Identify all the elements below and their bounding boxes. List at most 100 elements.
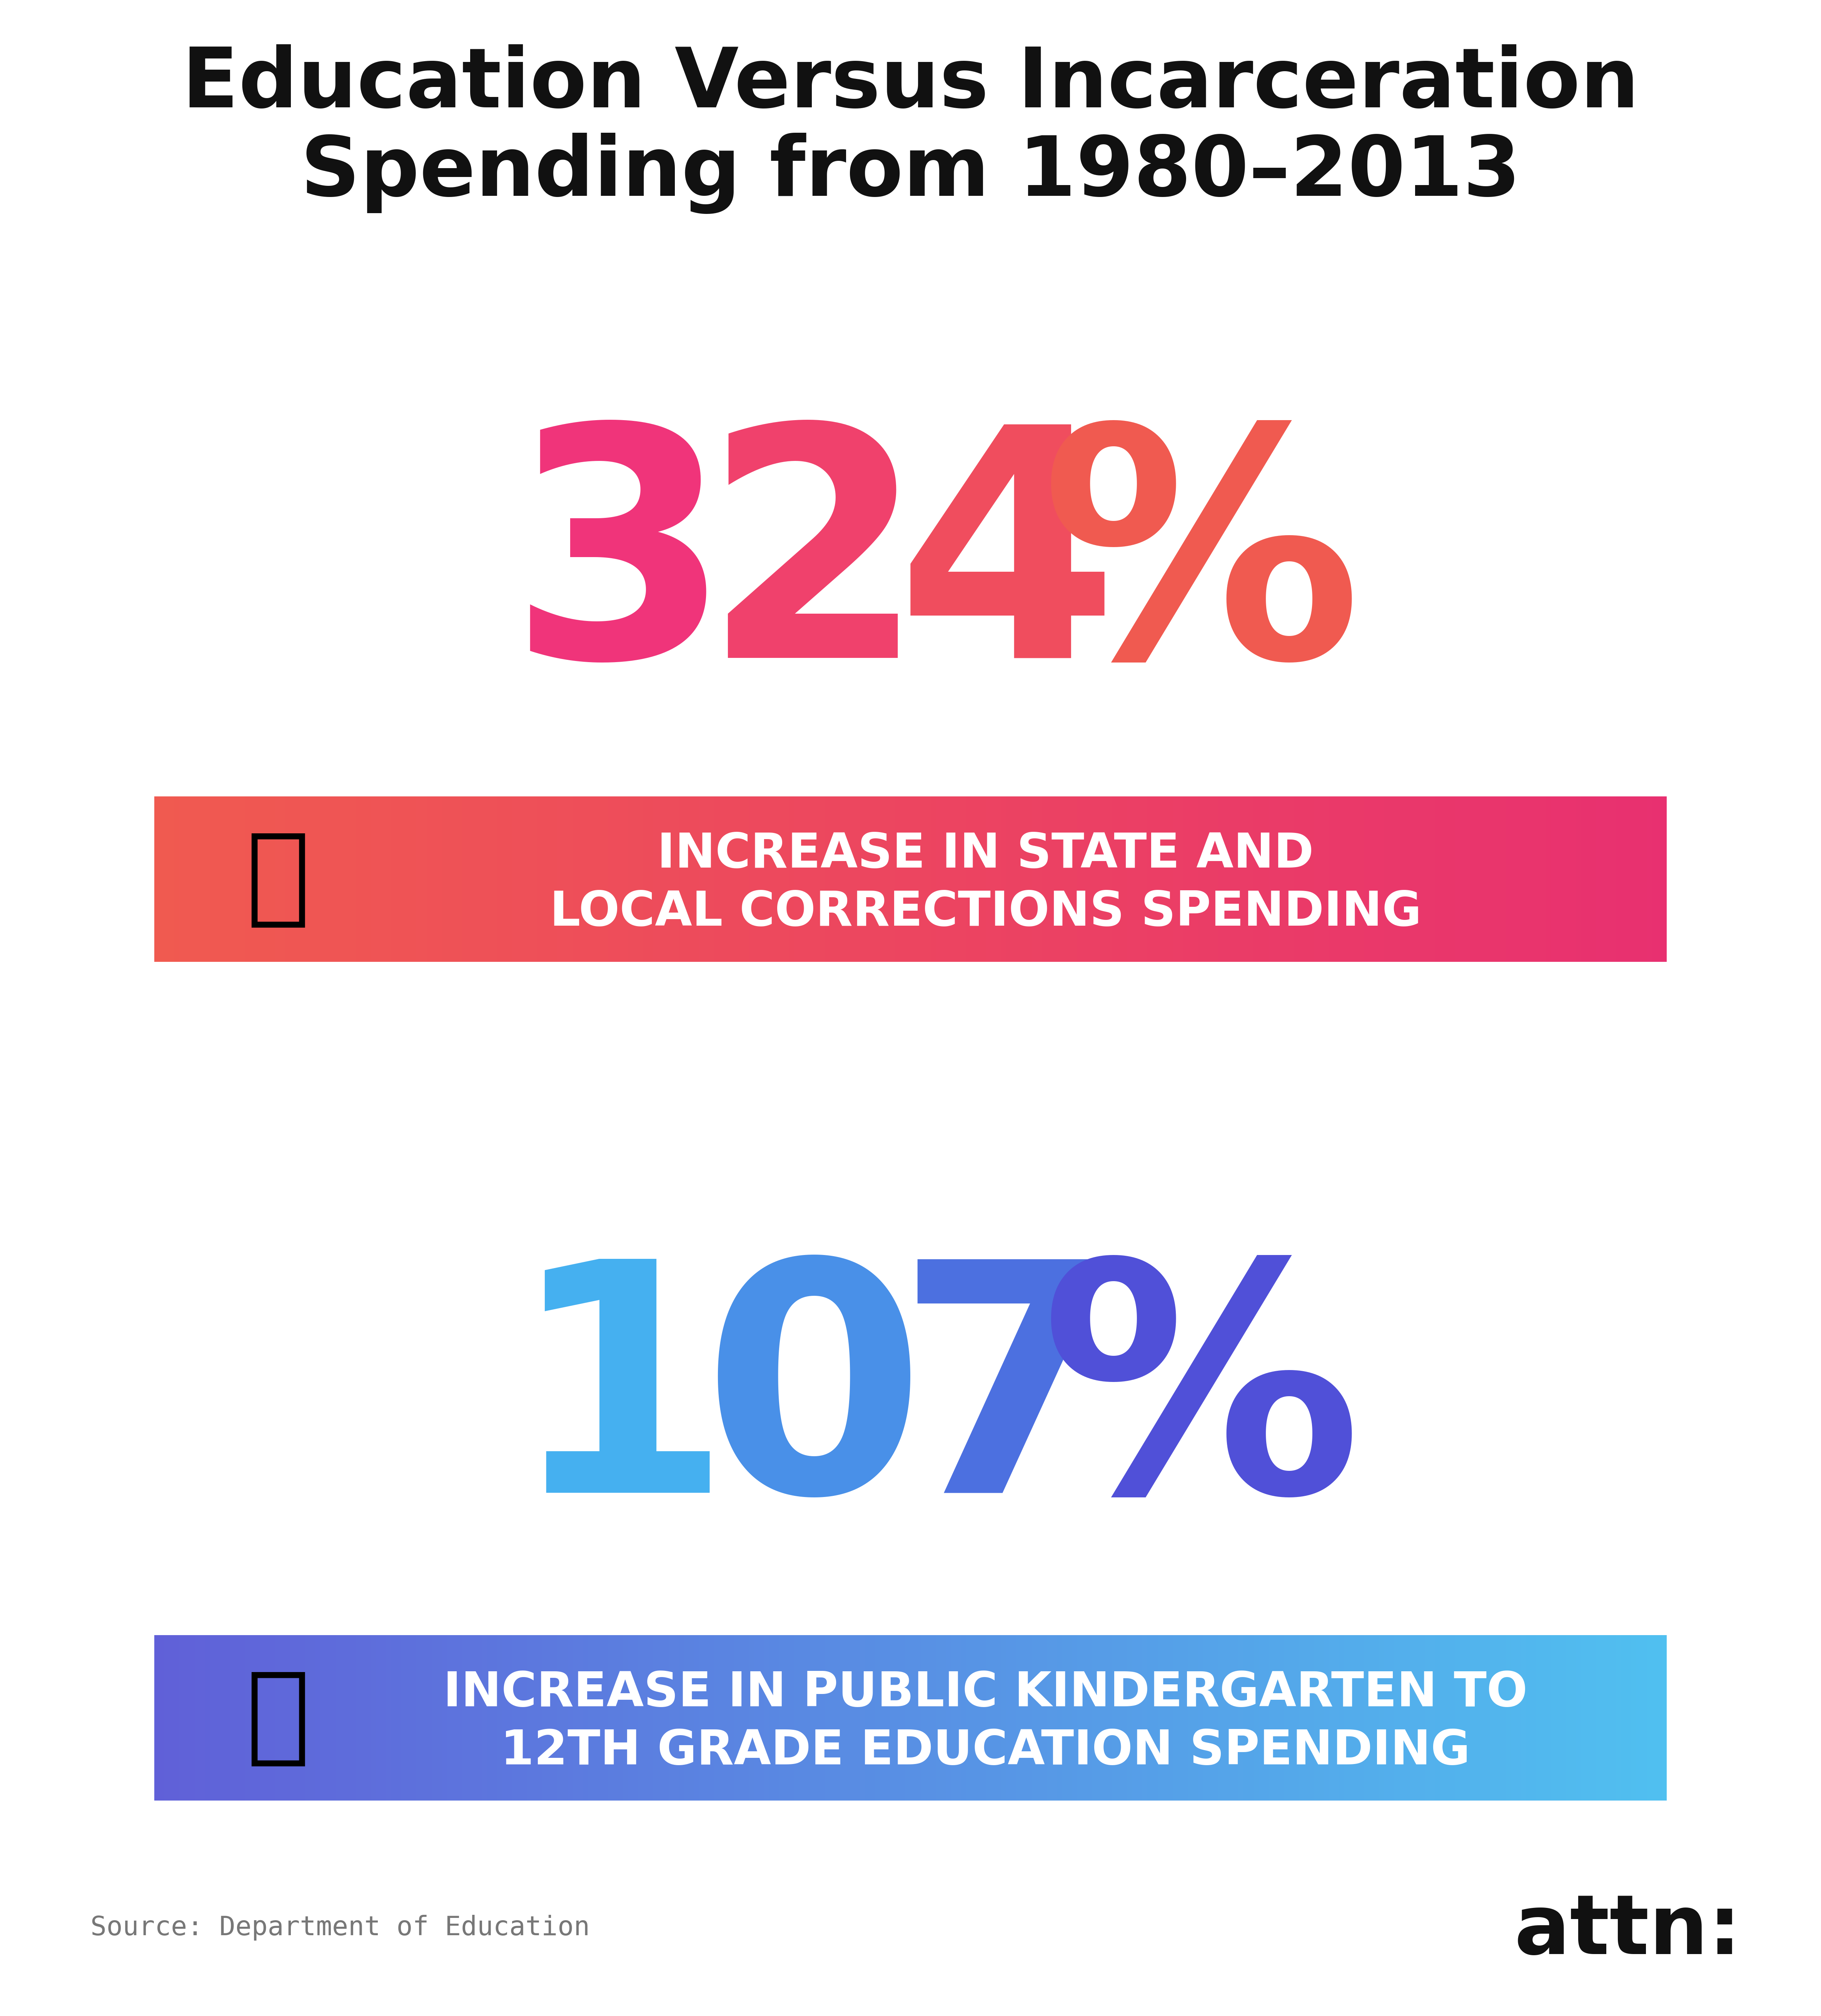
Bar: [260, 1635, 266, 1800]
Bar: [315, 1635, 320, 1800]
Bar: [1127, 796, 1133, 962]
Bar: [1400, 1635, 1404, 1800]
Bar: [1470, 796, 1475, 962]
Bar: [1355, 796, 1358, 962]
Bar: [1284, 1635, 1289, 1800]
Bar: [528, 796, 532, 962]
Bar: [648, 796, 654, 962]
Bar: [528, 1635, 532, 1800]
Bar: [1510, 796, 1515, 962]
Bar: [659, 1635, 663, 1800]
Bar: [1349, 1635, 1355, 1800]
Bar: [306, 1635, 311, 1800]
Bar: [1062, 796, 1067, 962]
Bar: [1409, 796, 1415, 962]
Bar: [976, 1635, 982, 1800]
Bar: [1318, 1635, 1324, 1800]
Bar: [169, 1635, 175, 1800]
Bar: [1082, 1635, 1087, 1800]
Bar: [1062, 1635, 1067, 1800]
Bar: [1042, 796, 1047, 962]
Bar: [810, 796, 814, 962]
Bar: [266, 796, 270, 962]
Bar: [557, 1635, 563, 1800]
Bar: [768, 1635, 774, 1800]
Bar: [1637, 796, 1641, 962]
Bar: [714, 796, 719, 962]
Bar: [925, 796, 931, 962]
Bar: [779, 1635, 785, 1800]
Bar: [1440, 796, 1444, 962]
Bar: [594, 1635, 597, 1800]
Bar: [1501, 1635, 1506, 1800]
Bar: [739, 796, 745, 962]
Bar: [971, 796, 976, 962]
Bar: [1244, 796, 1249, 962]
Bar: [739, 1635, 745, 1800]
Bar: [326, 1635, 331, 1800]
Bar: [1067, 796, 1073, 962]
Bar: [1233, 1635, 1238, 1800]
Bar: [1142, 1635, 1147, 1800]
Bar: [759, 1635, 765, 1800]
Bar: [1646, 1635, 1652, 1800]
Bar: [1087, 1635, 1093, 1800]
Bar: [1056, 1635, 1062, 1800]
Bar: [275, 1635, 280, 1800]
Bar: [397, 796, 401, 962]
Bar: [1224, 1635, 1227, 1800]
Bar: [1378, 1635, 1384, 1800]
Bar: [361, 1635, 366, 1800]
Bar: [1358, 796, 1364, 962]
Bar: [1298, 796, 1304, 962]
Bar: [719, 1635, 725, 1800]
Bar: [486, 796, 492, 962]
Bar: [1273, 796, 1278, 962]
Bar: [486, 1635, 492, 1800]
Bar: [326, 796, 331, 962]
Bar: [1510, 1635, 1515, 1800]
Bar: [1450, 1635, 1455, 1800]
Bar: [280, 1635, 286, 1800]
Bar: [674, 796, 679, 962]
Bar: [1184, 1635, 1187, 1800]
Bar: [1249, 796, 1253, 962]
Bar: [1238, 1635, 1244, 1800]
Text: 3: 3: [508, 413, 732, 724]
Bar: [1076, 796, 1082, 962]
Bar: [583, 1635, 588, 1800]
Bar: [774, 1635, 779, 1800]
Bar: [819, 1635, 825, 1800]
Bar: [1450, 796, 1455, 962]
Bar: [1007, 1635, 1011, 1800]
Bar: [577, 796, 583, 962]
Bar: [477, 796, 483, 962]
Bar: [725, 796, 728, 962]
Bar: [870, 796, 876, 962]
Bar: [1264, 796, 1269, 962]
Bar: [594, 796, 597, 962]
Bar: [1031, 1635, 1036, 1800]
Bar: [1535, 796, 1541, 962]
Bar: [466, 796, 472, 962]
Bar: [1586, 1635, 1592, 1800]
Bar: [1213, 1635, 1218, 1800]
Bar: [235, 796, 240, 962]
Bar: [1575, 796, 1581, 962]
Bar: [945, 796, 951, 962]
Bar: [204, 796, 209, 962]
Bar: [916, 796, 921, 962]
Bar: [1632, 796, 1637, 962]
Bar: [1440, 1635, 1444, 1800]
Bar: [1435, 796, 1440, 962]
Bar: [377, 1635, 381, 1800]
Text: INCREASE IN STATE AND: INCREASE IN STATE AND: [657, 831, 1313, 877]
Bar: [1107, 796, 1113, 962]
Bar: [1617, 1635, 1621, 1800]
Bar: [814, 1635, 819, 1800]
Bar: [1626, 1635, 1632, 1800]
Bar: [1597, 796, 1601, 962]
Bar: [355, 796, 361, 962]
Bar: [492, 796, 497, 962]
Bar: [1335, 1635, 1338, 1800]
